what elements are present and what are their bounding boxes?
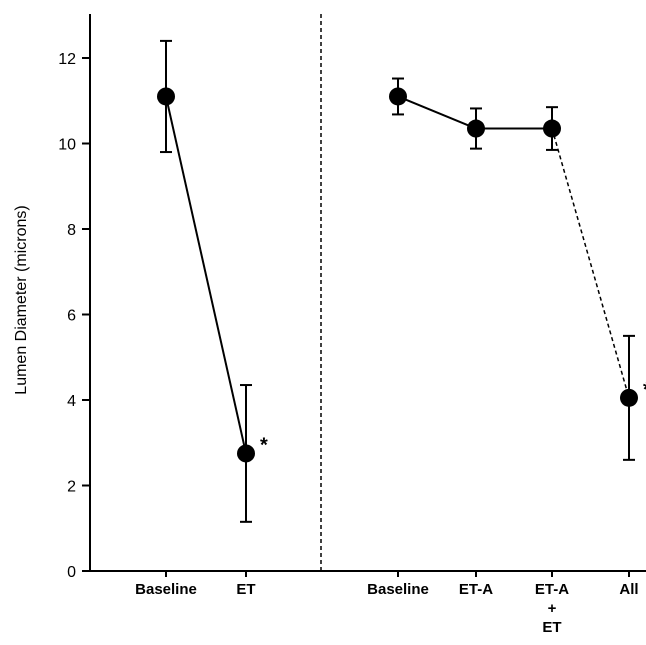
data-point-2-2 xyxy=(467,119,485,138)
x-tick-label-2-4: All xyxy=(619,581,638,598)
y-axis-title: Lumen Diameter (microns) xyxy=(13,205,30,394)
panel-2: * xyxy=(389,77,646,461)
panel-1-segment-1 xyxy=(165,96,247,454)
x-tick-label-1-1: Baseline xyxy=(135,581,197,598)
y-tick-label-4: 4 xyxy=(67,393,76,410)
y-tick-label-2: 2 xyxy=(67,479,76,496)
data-point-2-4 xyxy=(620,388,638,407)
data-point-2-3 xyxy=(543,119,561,138)
data-point-1-2 xyxy=(237,444,255,463)
x-tick-label-2-2: ET-A xyxy=(459,581,493,598)
y-tick-label-0: 0 xyxy=(67,564,76,581)
y-tick-label-10: 10 xyxy=(58,137,76,154)
y-tick-label-8: 8 xyxy=(67,222,76,239)
significance-marker-2-4: * xyxy=(643,379,646,401)
panel-1: * xyxy=(157,39,268,523)
x-tick-label-2-3: ET-A + ET xyxy=(535,581,569,636)
axes xyxy=(89,14,646,572)
panel-2-segment-3 xyxy=(551,128,630,399)
panel-2-segment-1 xyxy=(397,95,477,130)
x-tick-label-1-2: ET xyxy=(236,581,255,598)
y-tick-label-6: 6 xyxy=(67,308,76,325)
x-tick-labels: Baseline ET Baseline ET-A ET-A + ET All xyxy=(135,571,639,636)
y-tick-label-12: 12 xyxy=(58,51,76,68)
significance-marker-1-2: * xyxy=(260,434,268,456)
y-ticks: 0 2 4 6 8 10 12 xyxy=(58,51,90,581)
y-axis-title-group: Lumen Diameter (microns) xyxy=(13,205,30,394)
data-point-2-1 xyxy=(389,87,407,106)
x-tick-label-2-1: Baseline xyxy=(367,581,429,598)
series-layer: ** xyxy=(157,39,646,523)
data-point-1-1 xyxy=(157,87,175,106)
